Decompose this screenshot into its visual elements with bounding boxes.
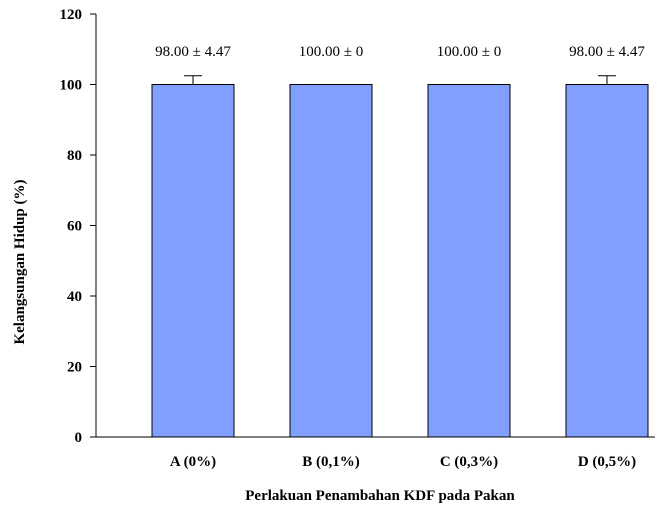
x-tick-label: A (0%) — [170, 454, 216, 470]
y-axis: 0 20 40 60 80 100 120 — [60, 7, 97, 446]
x-tick-label: B (0,1%) — [302, 454, 360, 470]
y-tick-label: 0 — [75, 430, 83, 446]
y-tick-label: 20 — [67, 360, 82, 376]
y-tick-label: 60 — [67, 219, 82, 235]
bar — [289, 84, 373, 438]
y-tick-label: 100 — [60, 78, 83, 94]
bar — [565, 84, 649, 438]
y-tick-label: 40 — [67, 289, 82, 305]
data-label: 98.00 ± 4.47 — [569, 44, 645, 60]
data-labels-group: 98.00 ± 4.47 100.00 ± 0 100.00 ± 0 98.00 ± … — [155, 44, 645, 60]
data-label: 100.00 ± 0 — [299, 44, 363, 60]
data-label: 98.00 ± 4.47 — [155, 44, 231, 60]
x-axis: A (0%) B (0,1%) C (0,3%) D (0,5%) — [96, 436, 655, 470]
y-tick-label: 80 — [67, 148, 82, 164]
bars-group — [151, 75, 649, 438]
y-tick-label: 120 — [60, 7, 83, 23]
x-tick-label: C (0,3%) — [440, 454, 498, 470]
y-axis-title: Kelangsungan Hidup (%) — [12, 179, 28, 344]
bar — [151, 84, 235, 438]
x-axis-title: Perlakuan Penambahan KDF pada Pakan — [245, 488, 515, 504]
bar — [427, 84, 511, 438]
x-tick-label: D (0,5%) — [578, 454, 636, 470]
data-label: 100.00 ± 0 — [437, 44, 501, 60]
